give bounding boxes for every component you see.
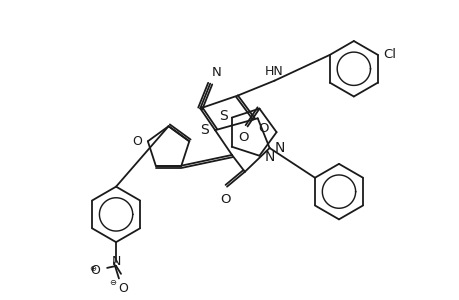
Text: O: O: [219, 193, 230, 206]
Text: S: S: [200, 123, 209, 137]
Text: O: O: [90, 264, 100, 278]
Text: O: O: [132, 135, 141, 148]
Text: O: O: [118, 282, 128, 295]
Text: O: O: [238, 131, 248, 144]
Text: N: N: [212, 66, 221, 79]
Text: S: S: [218, 109, 227, 123]
Text: HN: HN: [265, 65, 283, 78]
Text: Cl: Cl: [382, 48, 395, 62]
Text: N: N: [274, 141, 284, 155]
Text: O: O: [258, 122, 269, 135]
Text: ⊕: ⊕: [89, 264, 95, 273]
Text: N: N: [111, 256, 121, 268]
Text: ⊖: ⊖: [109, 278, 116, 287]
Text: N: N: [264, 150, 274, 164]
